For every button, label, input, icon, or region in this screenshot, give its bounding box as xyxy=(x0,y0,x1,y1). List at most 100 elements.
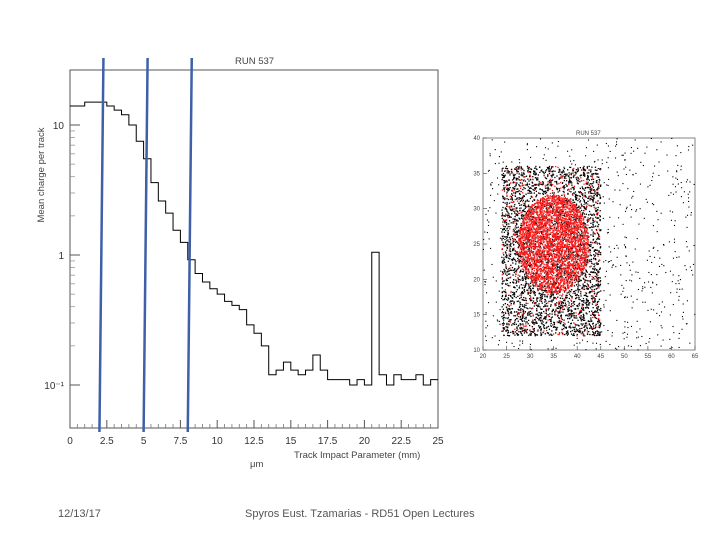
scatter-point xyxy=(517,211,519,213)
scatter-point xyxy=(546,272,548,274)
scatter-point xyxy=(563,193,565,195)
scatter-point xyxy=(563,304,565,307)
scatter-point xyxy=(570,299,572,301)
scatter-point xyxy=(527,307,529,310)
scatter-point xyxy=(534,274,536,276)
scatter-point xyxy=(688,206,690,208)
scatter-point xyxy=(546,330,548,332)
scatter-point xyxy=(542,203,545,206)
scatter-point xyxy=(562,293,564,295)
scatter-point xyxy=(525,297,527,300)
scatter-point xyxy=(507,225,509,228)
scatter-point xyxy=(528,249,530,251)
scatter-point xyxy=(578,218,580,221)
scatter-point xyxy=(571,295,573,298)
scatter-point xyxy=(546,230,548,232)
scatter-point xyxy=(537,304,539,307)
scatter-point xyxy=(521,334,523,337)
scatter-point xyxy=(541,295,543,298)
scatter-point xyxy=(502,271,504,274)
scatter-point xyxy=(514,234,516,237)
scatter-point xyxy=(544,294,546,296)
scatter-point xyxy=(692,144,694,146)
scatter-point xyxy=(510,291,512,294)
scatter-point xyxy=(550,183,552,186)
scatter-point xyxy=(505,291,507,293)
scatter-point xyxy=(571,315,573,317)
scatter-point xyxy=(554,276,556,278)
scatter-point xyxy=(561,236,564,238)
scatter-point xyxy=(503,268,505,271)
scatter-point xyxy=(538,218,541,220)
scatter-point xyxy=(679,288,681,290)
scatter-point xyxy=(512,238,515,241)
scatter-point xyxy=(531,200,534,202)
scatter-point xyxy=(575,328,578,330)
scatter-point xyxy=(582,234,584,236)
scatter-point xyxy=(587,139,590,141)
scatter-point xyxy=(592,331,594,333)
scatter-point xyxy=(509,241,511,243)
scatter-point xyxy=(549,305,552,307)
scatter-point xyxy=(513,181,516,184)
scatter-point xyxy=(588,331,590,333)
scatter-point xyxy=(518,179,521,181)
scatter-point xyxy=(562,239,564,242)
scatter-point xyxy=(541,297,544,300)
scatter-point xyxy=(537,297,539,299)
scatter-point xyxy=(529,299,532,301)
scatter-point xyxy=(571,193,574,195)
scatter-point xyxy=(591,247,594,249)
scatter-point xyxy=(571,251,573,254)
scatter-point xyxy=(577,239,579,241)
scatter-point xyxy=(535,304,538,307)
scatter-point xyxy=(502,282,504,284)
scatter-point xyxy=(568,302,570,304)
scatter-point xyxy=(559,307,562,310)
histogram-x-tick-label: 25 xyxy=(432,436,444,447)
scatter-point xyxy=(577,170,580,172)
scatter-point xyxy=(515,225,517,227)
scatter-point xyxy=(566,292,568,294)
scatter-point xyxy=(558,283,560,285)
scatter-point xyxy=(593,292,596,294)
scatter-point xyxy=(531,181,533,183)
scatter-point xyxy=(657,219,659,221)
scatter-point xyxy=(503,280,505,282)
scatter-point xyxy=(505,283,507,285)
scatter-point xyxy=(641,290,643,292)
scatter-point xyxy=(692,263,695,266)
scatter-point xyxy=(527,229,529,232)
scatter-point xyxy=(569,318,571,320)
scatter-point xyxy=(563,204,565,207)
scatter-point xyxy=(582,169,585,172)
scatter-point xyxy=(563,167,566,170)
scatter-point xyxy=(536,179,538,181)
scatter-point xyxy=(587,191,590,193)
scatter-point xyxy=(515,168,517,170)
scatter-point xyxy=(507,212,509,214)
scatter-point xyxy=(592,325,595,327)
scatter-point xyxy=(518,212,520,215)
scatter-point xyxy=(590,271,592,273)
scatter-point xyxy=(550,334,552,336)
scatter-point xyxy=(543,327,546,330)
scatter-point xyxy=(573,317,575,319)
scatter-point xyxy=(583,200,586,203)
scatter-point xyxy=(643,217,645,219)
scatter-point xyxy=(653,165,656,167)
scatter-point xyxy=(605,270,608,272)
scatter-point xyxy=(513,271,515,274)
scatter-point xyxy=(573,290,575,293)
scatter-point xyxy=(534,247,537,250)
scatter-point xyxy=(587,224,589,226)
scatter-point xyxy=(512,234,514,236)
scatter-point xyxy=(646,201,648,203)
scatter-point xyxy=(572,305,574,307)
scatter-point xyxy=(591,175,593,177)
scatter-point xyxy=(527,255,530,257)
scatter-point xyxy=(534,319,537,321)
scatter-point xyxy=(504,226,507,228)
scatter-point xyxy=(524,306,526,309)
scatter-point xyxy=(584,202,586,204)
